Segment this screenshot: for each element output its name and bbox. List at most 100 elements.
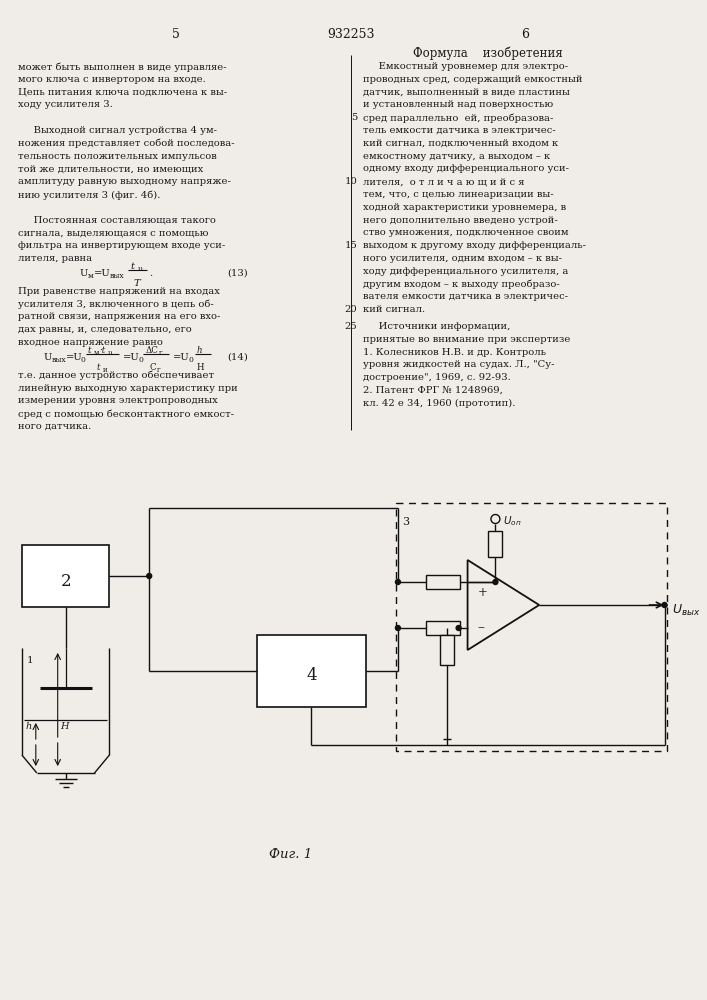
Text: 15: 15 — [344, 241, 357, 250]
Text: 2. Патент ФРГ № 1248969,: 2. Патент ФРГ № 1248969, — [363, 386, 503, 395]
Text: вых: вых — [110, 272, 124, 280]
Text: –: – — [477, 620, 484, 634]
Bar — [426, 575, 460, 589]
Text: той же длительности, но имеющих: той же длительности, но имеющих — [18, 164, 203, 173]
Text: ножения представляет собой последова-: ножения представляет собой последова- — [18, 139, 235, 148]
Text: кий сигнал, подключенный входом к: кий сигнал, подключенный входом к — [363, 139, 559, 148]
Text: сред с помощью бесконтактного емкост-: сред с помощью бесконтактного емкост- — [18, 409, 234, 419]
Text: лителя, равна: лителя, равна — [18, 254, 92, 263]
Bar — [426, 621, 460, 635]
Text: лителя,  о т л и ч а ю щ и й с я: лителя, о т л и ч а ю щ и й с я — [363, 177, 525, 186]
Text: Емкостный уровнемер для электро-: Емкостный уровнемер для электро- — [363, 62, 568, 71]
Text: м: м — [88, 272, 93, 280]
Text: и: и — [103, 366, 107, 374]
Text: 20: 20 — [344, 305, 357, 314]
Circle shape — [395, 626, 400, 631]
Text: амплитуду равную выходному напряже-: амплитуду равную выходному напряже- — [18, 177, 230, 186]
Text: достроение", 1969, с. 92-93.: достроение", 1969, с. 92-93. — [363, 373, 511, 382]
Text: 6: 6 — [521, 28, 530, 41]
Text: емкостному датчику, а выходом – к: емкостному датчику, а выходом – к — [363, 152, 550, 161]
Text: H: H — [59, 722, 68, 731]
Text: =U: =U — [123, 353, 140, 362]
Text: линейную выходную характеристику при: линейную выходную характеристику при — [18, 384, 238, 393]
Bar — [396, 503, 667, 751]
Text: м: м — [93, 349, 99, 357]
Text: ходу усилителя 3.: ходу усилителя 3. — [18, 100, 112, 109]
Text: t: t — [96, 363, 100, 372]
Bar — [489, 531, 503, 557]
Text: 3: 3 — [402, 517, 409, 527]
Text: При равенстве напряжений на входах: При равенстве напряжений на входах — [18, 287, 220, 296]
Text: другим входом – к выходу преобразо-: другим входом – к выходу преобразо- — [363, 280, 560, 289]
Text: г: г — [159, 349, 163, 357]
Text: мого ключа с инвертором на входе.: мого ключа с инвертором на входе. — [18, 75, 206, 84]
Bar — [257, 635, 366, 707]
Text: 25: 25 — [344, 322, 357, 331]
Text: h: h — [26, 722, 32, 731]
Text: C: C — [149, 363, 156, 372]
Text: проводных сред, содержащий емкостный: проводных сред, содержащий емкостный — [363, 75, 583, 84]
Bar — [440, 635, 454, 665]
Text: г: г — [157, 366, 160, 374]
Text: датчик, выполненный в виде пластины: датчик, выполненный в виде пластины — [363, 88, 570, 97]
Text: υ: υ — [137, 265, 142, 273]
Text: 0: 0 — [139, 356, 143, 364]
Circle shape — [493, 580, 498, 584]
Text: υ: υ — [107, 349, 112, 357]
Text: уровня жидкостей на судах. Л., "Су-: уровня жидкостей на судах. Л., "Су- — [363, 360, 554, 369]
Text: кл. 42 е 34, 1960 (прототип).: кл. 42 е 34, 1960 (прототип). — [363, 399, 515, 408]
Text: 1. Колесников Н.В. и др. Контроль: 1. Колесников Н.В. и др. Контроль — [363, 348, 546, 357]
Text: Источники информации,: Источники информации, — [363, 322, 510, 331]
Text: сред параллельно  ей, преобразова-: сред параллельно ей, преобразова- — [363, 113, 554, 123]
Text: входное напряжение равно: входное напряжение равно — [18, 338, 163, 347]
Text: t: t — [130, 262, 134, 271]
Text: фильтра на инвертирующем входе уси-: фильтра на инвертирующем входе уси- — [18, 241, 225, 250]
Text: и установленный над поверхностью: и установленный над поверхностью — [363, 100, 554, 109]
Text: тем, что, с целью линеаризации вы-: тем, что, с целью линеаризации вы- — [363, 190, 554, 199]
Text: 5: 5 — [172, 28, 180, 41]
Text: ство умножения, подключенное своим: ство умножения, подключенное своим — [363, 228, 568, 237]
Circle shape — [456, 626, 461, 631]
Text: тель емкости датчика в электричес-: тель емкости датчика в электричес- — [363, 126, 556, 135]
Text: $U_{оп}$: $U_{оп}$ — [503, 514, 522, 528]
Text: может быть выполнен в виде управляе-: может быть выполнен в виде управляе- — [18, 62, 226, 72]
Text: ΔC: ΔC — [145, 346, 158, 355]
Text: тельность положительных импульсов: тельность положительных импульсов — [18, 152, 216, 161]
Text: т.е. данное устройство обеспечивает: т.е. данное устройство обеспечивает — [18, 371, 214, 380]
Text: 0: 0 — [81, 356, 86, 364]
Text: Фиг. 1: Фиг. 1 — [269, 848, 312, 861]
Text: =U: =U — [173, 353, 190, 362]
Text: принятые во внимание при экспертизе: принятые во внимание при экспертизе — [363, 335, 571, 344]
Text: дах равны, и, следовательно, его: дах равны, и, следовательно, его — [18, 325, 192, 334]
Circle shape — [147, 574, 152, 578]
Text: ратной связи, напряжения на его вхо-: ратной связи, напряжения на его вхо- — [18, 312, 221, 321]
Text: вателя емкости датчика в электричес-: вателя емкости датчика в электричес- — [363, 292, 568, 301]
Text: 1: 1 — [27, 656, 33, 665]
Bar — [22, 545, 110, 607]
Text: =U: =U — [66, 353, 83, 362]
Text: (13): (13) — [227, 269, 247, 278]
Text: Постоянная составляющая такого: Постоянная составляющая такого — [18, 216, 216, 225]
Circle shape — [395, 580, 400, 584]
Text: нию усилителя 3 (фиг. 4б).: нию усилителя 3 (фиг. 4б). — [18, 190, 160, 200]
Text: (14): (14) — [227, 353, 247, 362]
Text: ного датчика.: ного датчика. — [18, 422, 91, 431]
Text: $U_{вых}$: $U_{вых}$ — [672, 603, 700, 618]
Text: U: U — [44, 353, 52, 362]
Text: T: T — [134, 279, 140, 288]
Text: вых: вых — [52, 356, 66, 364]
Text: Цепь питания ключа подключена к вы-: Цепь питания ключа подключена к вы- — [18, 88, 227, 97]
Text: него дополнительно введено устрой-: него дополнительно введено устрой- — [363, 216, 558, 225]
Text: 2: 2 — [60, 572, 71, 589]
Text: одному входу дифференциального уси-: одному входу дифференциального уси- — [363, 164, 569, 173]
Text: U: U — [80, 269, 88, 278]
Text: ·t: ·t — [100, 346, 106, 355]
Text: Формула    изобретения: Формула изобретения — [413, 46, 562, 60]
Text: Выходной сигнал устройства 4 ум-: Выходной сигнал устройства 4 ум- — [18, 126, 217, 135]
Text: t: t — [88, 346, 91, 355]
Text: 0: 0 — [188, 356, 193, 364]
Text: 4: 4 — [306, 668, 317, 684]
Text: сигнала, выделяющаяся с помощью: сигнала, выделяющаяся с помощью — [18, 228, 209, 237]
Circle shape — [662, 602, 667, 607]
Text: ходной характеристики уровнемера, в: ходной характеристики уровнемера, в — [363, 203, 566, 212]
